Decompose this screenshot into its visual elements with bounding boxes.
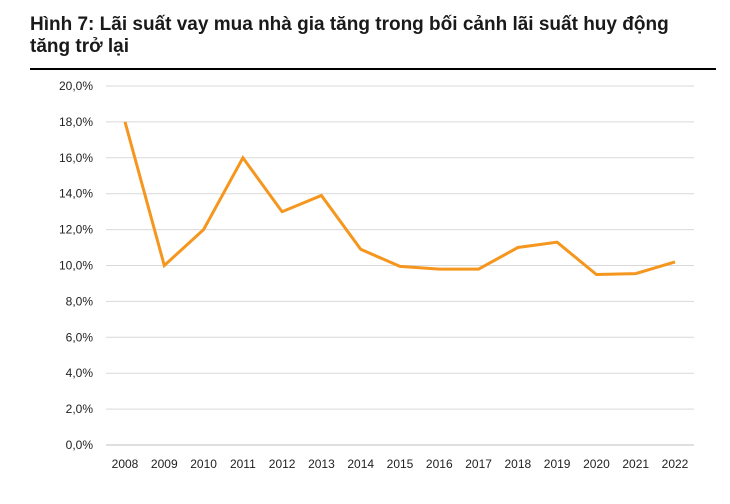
y-tick-label: 12,0% <box>59 223 93 237</box>
x-tick-label: 2013 <box>308 457 335 471</box>
gridlines <box>106 85 694 446</box>
y-tick-label: 6,0% <box>66 330 94 344</box>
y-tick-label: 20,0% <box>59 79 93 93</box>
x-tick-label: 2017 <box>465 457 492 471</box>
x-axis-tick-labels: 2008 2009 2010 2011 2012 2013 2014 2015 2016 2017… <box>112 457 689 471</box>
y-tick-label: 18,0% <box>59 115 93 129</box>
x-tick-label: 2012 <box>269 457 296 471</box>
x-tick-label: 2008 <box>112 457 139 471</box>
x-tick-label: 2019 <box>544 457 571 471</box>
y-tick-label: 8,0% <box>66 294 94 308</box>
y-tick-label: 4,0% <box>66 366 94 380</box>
x-tick-label: 2018 <box>505 457 532 471</box>
y-tick-label: 16,0% <box>59 151 93 165</box>
chart-title: Hình 7: Lãi suất vay mua nhà gia tăng tr… <box>30 14 669 57</box>
x-tick-label: 2009 <box>151 457 178 471</box>
x-tick-label: 2022 <box>662 457 689 471</box>
x-tick-label: 2014 <box>347 457 374 471</box>
x-tick-label: 2020 <box>583 457 610 471</box>
x-tick-label: 2021 <box>622 457 649 471</box>
x-tick-label: 2011 <box>230 457 256 471</box>
y-tick-label: 14,0% <box>59 187 93 201</box>
y-tick-label: 2,0% <box>66 402 94 416</box>
series-line <box>123 121 676 277</box>
x-tick-label: 2016 <box>426 457 453 471</box>
title-divider <box>30 68 716 70</box>
series-layer <box>123 121 676 277</box>
x-tick-label: 2010 <box>190 457 217 471</box>
y-tick-label: 10,0% <box>59 259 93 273</box>
x-tick-label: 2015 <box>387 457 414 471</box>
y-axis-tick-labels: 0,0% 2,0% 4,0% 6,0% 8,0% 10,0% 12,0% 14,0% 16,0%… <box>59 79 93 452</box>
y-tick-label: 0,0% <box>66 438 94 452</box>
